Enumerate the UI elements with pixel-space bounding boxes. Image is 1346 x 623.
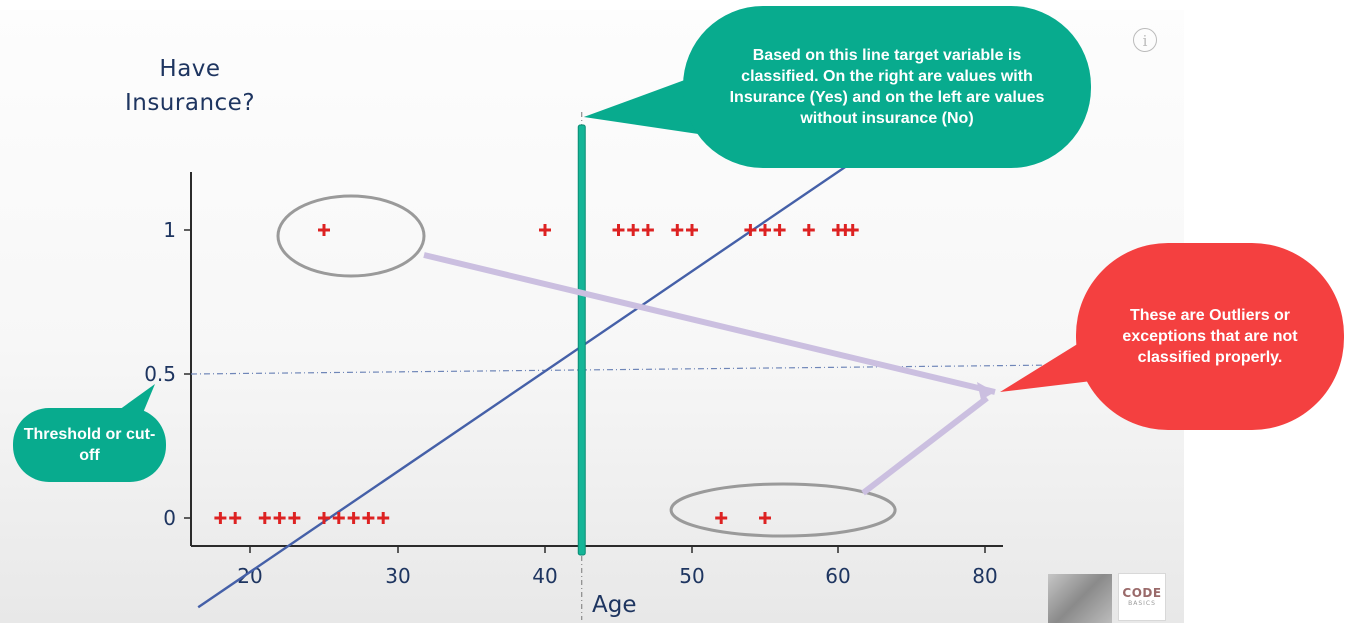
data-point [846, 224, 859, 236]
data-point [214, 512, 227, 524]
codebasics-logo: CODE BASICS [1118, 573, 1166, 621]
data-point [258, 512, 271, 524]
outlier-callout-tail [1000, 335, 1100, 392]
decision-line-callout-text: Based on this line target variable is cl… [729, 47, 1045, 127]
data-point [377, 512, 390, 524]
outlier-arrow-top [423, 252, 996, 395]
info-icon[interactable]: i [1133, 28, 1157, 52]
outlier-ellipse-bottom [669, 482, 897, 538]
data-point [744, 224, 757, 236]
y-axis-label: Have Insurance? [124, 56, 256, 116]
decision-boundary-bar [577, 124, 586, 556]
data-point [671, 224, 684, 236]
annotation-shapes [112, 78, 1100, 538]
data-point [288, 512, 301, 524]
threshold-line [190, 364, 1061, 375]
data-point [332, 512, 345, 524]
decision-line-callout: Based on this line target variable is cl… [683, 6, 1091, 168]
data-point [273, 512, 286, 524]
x-tick-label: 60 [825, 564, 850, 588]
data-point [362, 512, 375, 524]
axes [190, 172, 1003, 547]
data-point [318, 224, 330, 236]
outlier-arrow-head [977, 382, 995, 400]
data-point [773, 224, 786, 236]
data-points [214, 224, 859, 524]
data-point [318, 512, 330, 524]
tick-labels: 20 30 40 50 60 80 1 0.5 0 [144, 218, 998, 588]
threshold-callout-text: Threshold or cut-off [23, 426, 156, 464]
regression-line [197, 148, 872, 609]
x-tick-label: 50 [679, 564, 704, 588]
y-tick-label: 0.5 [144, 362, 176, 386]
outlier-callout-text: These are Outliers or exceptions that ar… [1122, 307, 1298, 366]
outlier-arrow-bottom [861, 395, 989, 496]
video-thumbnail [1048, 574, 1112, 623]
data-point [641, 224, 654, 236]
x-tick-label: 80 [972, 564, 997, 588]
x-tick-label: 40 [532, 564, 557, 588]
decision-callout-tail [583, 78, 705, 135]
y-tick-label: 1 [163, 218, 176, 242]
x-tick-label: 20 [237, 564, 262, 588]
y-tick-label: 0 [163, 506, 176, 530]
data-point [539, 224, 551, 236]
x-tick-label: 30 [385, 564, 410, 588]
threshold-callout: Threshold or cut-off [13, 408, 166, 482]
logo-main-text: CODE [1122, 586, 1162, 600]
data-point [715, 512, 728, 524]
guide-lines [190, 112, 1061, 620]
x-axis-label: Age [592, 592, 637, 618]
data-point [627, 224, 640, 236]
data-point [802, 224, 815, 236]
data-point [612, 224, 625, 236]
data-point [759, 512, 771, 524]
data-point [229, 512, 242, 524]
data-point [347, 512, 360, 524]
logo-sub-text: BASICS [1128, 600, 1156, 607]
outlier-callout: These are Outliers or exceptions that ar… [1076, 243, 1344, 430]
outlier-ellipse-top [276, 194, 426, 278]
data-point [686, 224, 698, 236]
data-point [759, 224, 771, 236]
